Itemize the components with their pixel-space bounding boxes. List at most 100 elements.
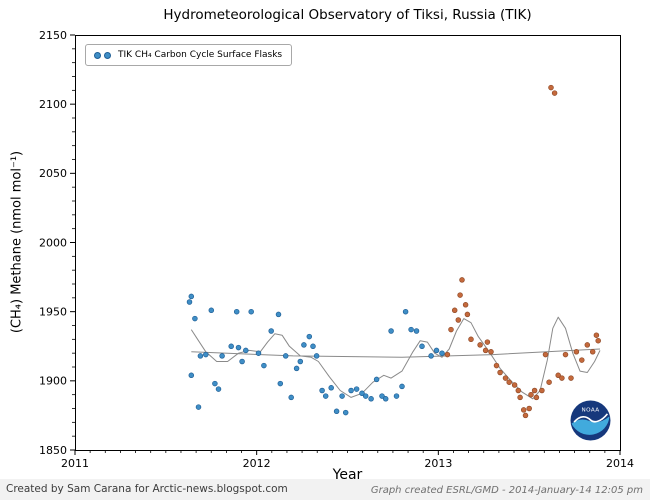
noaa-logo-text: NOAA bbox=[581, 407, 599, 413]
x-tick-label: 2011 bbox=[61, 457, 89, 470]
data-point-flasks-preliminary bbox=[579, 357, 585, 363]
data-point-flasks-preliminary bbox=[573, 349, 580, 355]
data-point-flasks bbox=[228, 343, 234, 350]
data-point-flasks-preliminary bbox=[520, 407, 527, 413]
data-point-flasks bbox=[348, 387, 354, 394]
data-point-flasks-preliminary bbox=[528, 391, 534, 398]
data-point-flasks bbox=[277, 380, 284, 387]
data-point-flasks bbox=[402, 308, 409, 315]
data-point-flasks-preliminary bbox=[546, 379, 552, 385]
data-point-flasks-preliminary bbox=[555, 372, 561, 379]
data-point-flasks-preliminary bbox=[455, 317, 462, 323]
data-point-flasks-preliminary bbox=[497, 369, 503, 376]
data-point-flasks-preliminary bbox=[448, 326, 454, 333]
data-point-flasks bbox=[413, 328, 420, 334]
data-point-flasks-preliminary bbox=[595, 337, 601, 344]
y-tick-label: 1900 bbox=[39, 375, 67, 388]
data-point-flasks-preliminary bbox=[506, 379, 512, 385]
data-point-flasks-preliminary bbox=[502, 375, 509, 381]
data-point-flasks-preliminary bbox=[533, 394, 540, 401]
y-axis-label: (CH₄) Methane (nmol mol⁻¹) bbox=[9, 150, 25, 334]
data-point-flasks-preliminary bbox=[464, 311, 471, 318]
legend-marker-dot-icon bbox=[94, 51, 101, 59]
data-point-flasks bbox=[219, 353, 225, 359]
y-tick-label: 1950 bbox=[39, 305, 67, 318]
data-point-flasks-preliminary bbox=[542, 351, 549, 358]
y-tick-label: 1850 bbox=[39, 444, 67, 457]
data-point-flasks-preliminary bbox=[459, 277, 465, 283]
data-point-flasks bbox=[393, 393, 400, 399]
data-point-flasks bbox=[399, 383, 405, 390]
data-point-flasks-preliminary bbox=[539, 387, 545, 394]
graph-created-text: Graph created ESRL/GMD - 2014-January-14… bbox=[370, 485, 643, 496]
plot-border bbox=[75, 35, 621, 451]
data-point-flasks-preliminary bbox=[477, 342, 483, 348]
data-point-flasks bbox=[306, 333, 313, 340]
data-point-flasks bbox=[433, 347, 440, 354]
long-term-trend-line bbox=[191, 348, 601, 358]
data-point-flasks bbox=[282, 353, 289, 359]
data-point-flasks bbox=[233, 308, 240, 315]
data-point-flasks-preliminary bbox=[559, 375, 565, 381]
data-point-flasks bbox=[362, 393, 369, 399]
data-point-flasks bbox=[339, 393, 345, 399]
data-point-flasks bbox=[195, 404, 202, 410]
noaa-logo: NOAA bbox=[570, 400, 611, 441]
data-point-flasks bbox=[322, 393, 329, 399]
footer-band bbox=[0, 479, 650, 500]
data-point-flasks bbox=[310, 343, 316, 350]
data-point-flasks bbox=[275, 311, 282, 318]
y-tick-label: 2000 bbox=[39, 236, 67, 249]
data-point-flasks-preliminary bbox=[522, 412, 529, 419]
noaa-logo-gull-icon bbox=[573, 413, 609, 423]
data-point-flasks-preliminary bbox=[593, 332, 600, 338]
data-point-flasks bbox=[186, 299, 193, 305]
y-tick-label: 2050 bbox=[39, 167, 67, 180]
data-point-flasks bbox=[353, 386, 360, 392]
data-point-flasks bbox=[301, 342, 307, 348]
data-point-flasks bbox=[379, 393, 385, 399]
legend-marker-dot-icon bbox=[104, 51, 111, 59]
data-point-flasks-preliminary bbox=[526, 405, 532, 412]
data-point-flasks bbox=[215, 386, 222, 392]
data-point-flasks bbox=[255, 350, 262, 356]
legend-box: TIK CH₄ Carbon Cycle Surface Flasks bbox=[85, 44, 293, 66]
data-point-flasks bbox=[268, 328, 274, 334]
data-point-flasks bbox=[342, 409, 349, 416]
data-point-flasks bbox=[419, 343, 425, 350]
data-point-flasks bbox=[239, 358, 245, 365]
data-point-flasks bbox=[373, 376, 380, 383]
x-tick-label: 2014 bbox=[606, 457, 634, 470]
data-point-flasks bbox=[188, 372, 195, 379]
data-point-flasks-preliminary bbox=[589, 349, 596, 355]
credit-text: Created by Sam Carana for Arctic-news.bl… bbox=[6, 483, 288, 495]
x-tick-label: 2013 bbox=[424, 457, 452, 470]
data-point-flasks bbox=[359, 390, 365, 397]
data-point-flasks bbox=[388, 328, 394, 334]
data-point-flasks bbox=[313, 353, 320, 359]
data-point-flasks-preliminary bbox=[568, 375, 574, 381]
data-point-flasks bbox=[203, 351, 209, 358]
data-point-flasks-preliminary bbox=[482, 347, 489, 354]
data-point-flasks-preliminary bbox=[444, 351, 451, 358]
data-point-flasks bbox=[319, 387, 325, 394]
legend-label: TIK CH₄ Carbon Cycle Surface Flasks bbox=[118, 50, 283, 60]
data-point-flasks bbox=[382, 396, 389, 402]
smooth-seasonal-curve bbox=[190, 316, 601, 400]
data-point-flasks bbox=[188, 293, 195, 300]
data-point-flasks-preliminary bbox=[462, 302, 469, 308]
data-point-flasks-preliminary bbox=[451, 307, 458, 314]
data-point-flasks-preliminary bbox=[531, 387, 538, 394]
data-point-flasks-preliminary bbox=[517, 394, 523, 401]
data-point-flasks bbox=[439, 350, 445, 356]
data-point-flasks bbox=[328, 385, 334, 391]
data-point-flasks bbox=[293, 365, 300, 372]
data-point-flasks bbox=[408, 326, 414, 333]
data-point-flasks bbox=[297, 358, 304, 365]
y-tick-label: 2100 bbox=[39, 98, 67, 111]
data-point-flasks bbox=[368, 396, 374, 402]
data-point-flasks-preliminary bbox=[493, 362, 500, 369]
data-point-flasks bbox=[261, 362, 267, 369]
data-point-flasks bbox=[208, 307, 215, 314]
data-point-flasks-preliminary bbox=[457, 292, 463, 298]
